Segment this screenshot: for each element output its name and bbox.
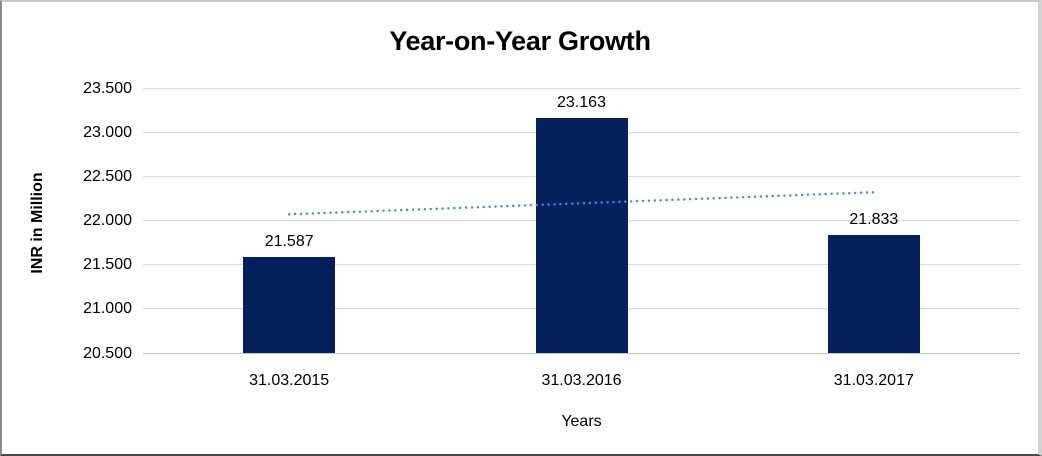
y-tick-label: 22.000 <box>83 212 132 229</box>
bar-value-label: 23.163 <box>557 93 606 111</box>
bar-value-label: 21.833 <box>849 211 899 229</box>
x-axis-title: Years <box>561 413 602 430</box>
bar-31.03.2016 <box>535 117 628 353</box>
x-axis-line <box>143 352 1020 354</box>
gridline <box>143 87 1020 89</box>
bar-31.03.2017 <box>827 235 920 353</box>
y-tick-label: 21.500 <box>83 256 132 274</box>
bar-value-label: 21.587 <box>264 232 314 250</box>
x-tick-label: 31.03.2015 <box>249 372 330 389</box>
y-tick-label: 23.500 <box>83 79 132 97</box>
y-axis-title: INR in Million <box>29 172 46 274</box>
chart-title: Year-on-Year Growth <box>389 26 651 56</box>
y-tick-label: 22.500 <box>83 167 132 185</box>
y-tick-label: 23.000 <box>83 123 132 141</box>
x-tick-label: 31.03.2016 <box>541 372 622 389</box>
x-tick-label: 31.03.2017 <box>833 372 914 389</box>
y-tick-label: 20.500 <box>83 344 132 362</box>
bar-31.03.2015 <box>243 256 336 353</box>
plot-area <box>143 87 1020 354</box>
y-tick-label: 21.000 <box>83 300 132 318</box>
